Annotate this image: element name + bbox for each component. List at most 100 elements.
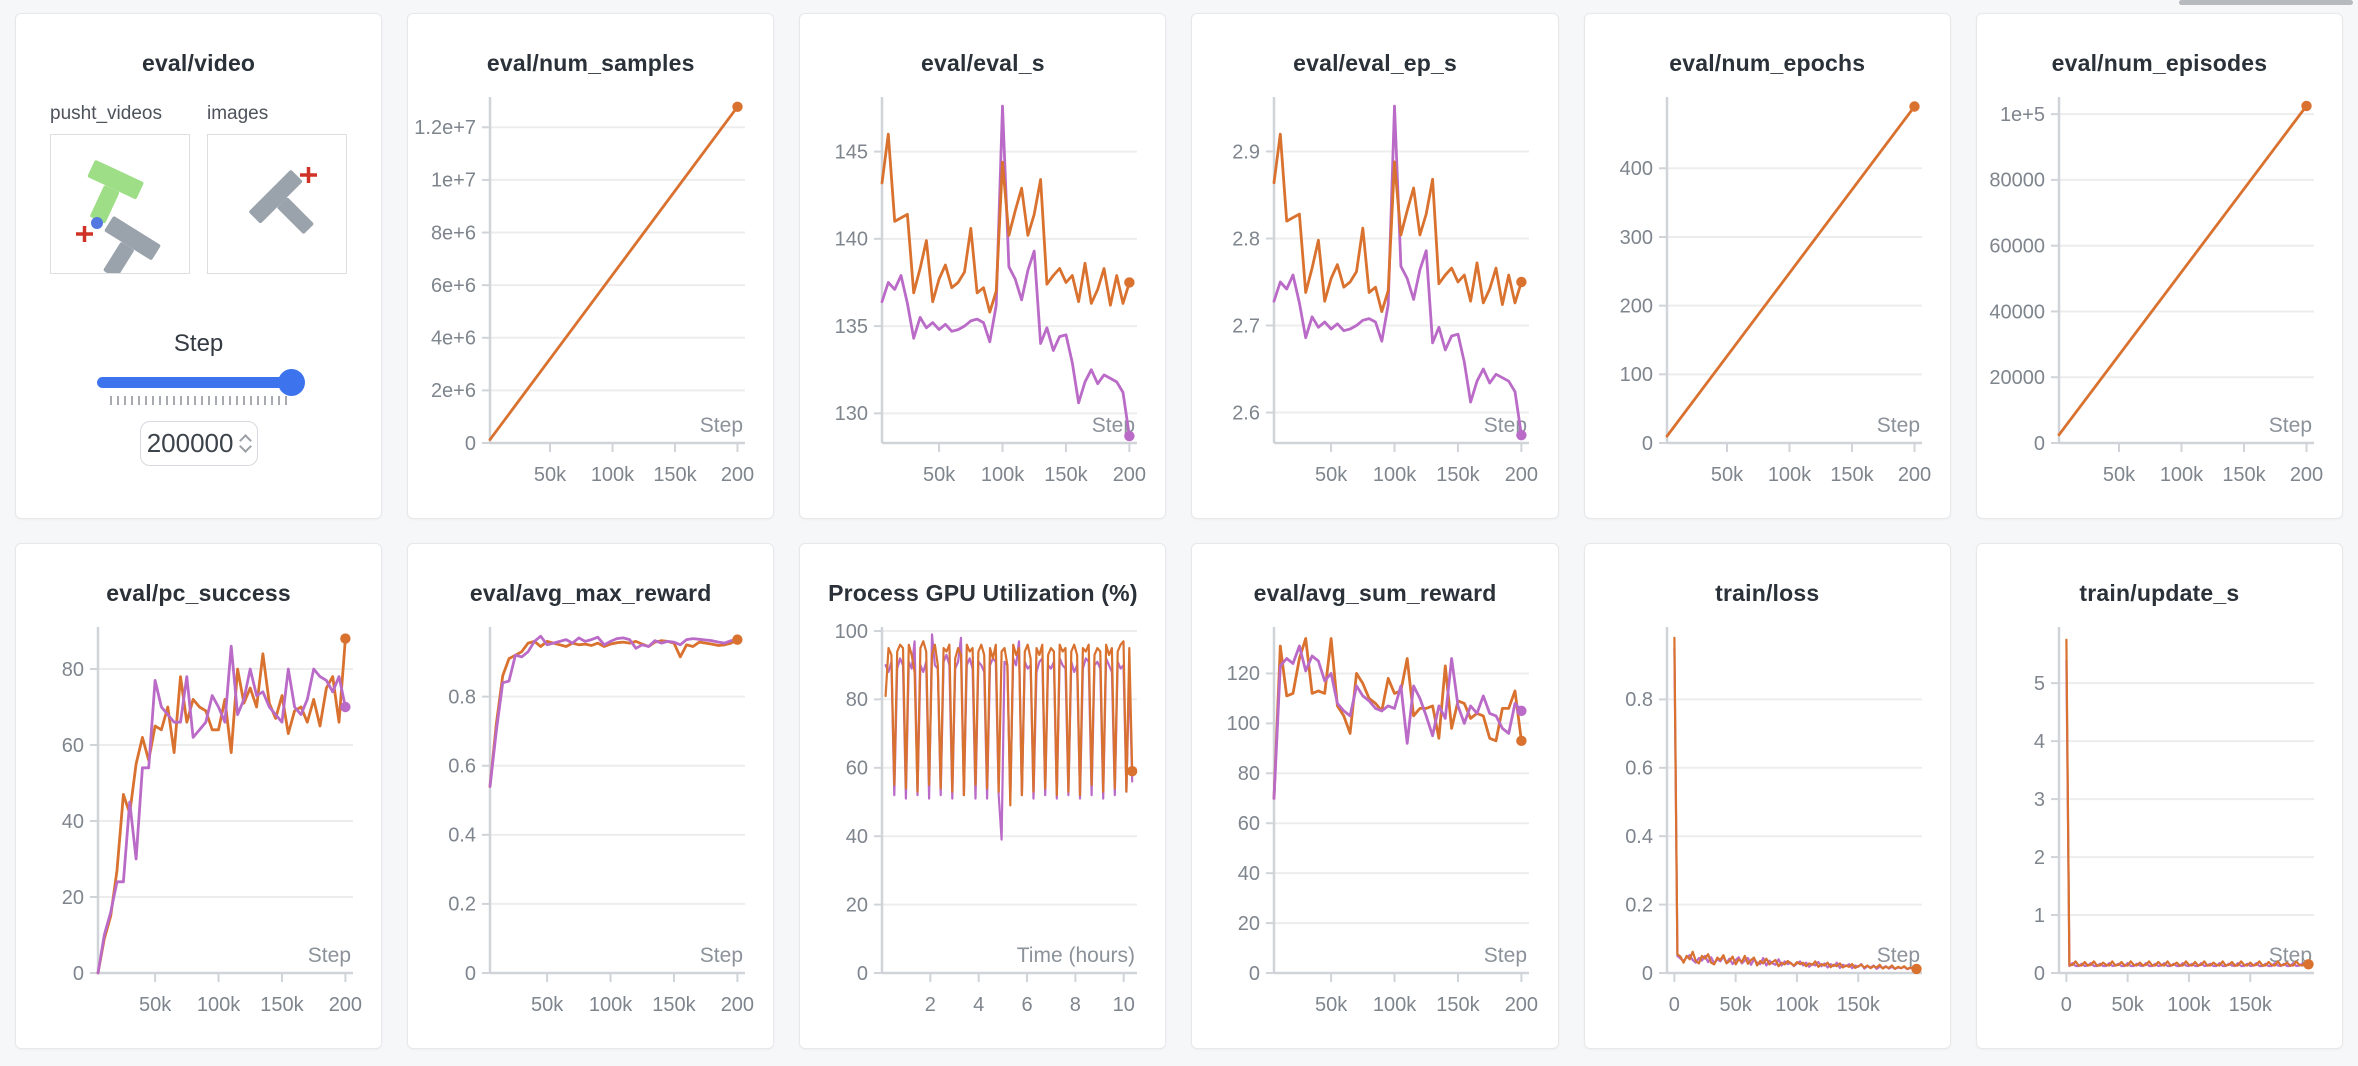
horizontal-scrollbar[interactable] xyxy=(2179,0,2353,5)
svg-text:Step: Step xyxy=(1484,414,1527,437)
svg-text:Time (hours): Time (hours) xyxy=(1017,944,1135,967)
svg-text:8e+6: 8e+6 xyxy=(431,222,476,244)
panel-train-loss: train/loss 0 0.2 0.4 0.6 0.8 0 50k 100k 150k Step xyxy=(1583,543,1951,1049)
svg-text:150k: 150k xyxy=(260,994,304,1016)
line-chart-eval-eval-ep-s[interactable]: 2.6 2.7 2.8 2.9 50k 100k 150k 200 Step xyxy=(1192,83,1558,503)
panel-eval-avg-sum-reward: eval/avg_sum_reward 0 20 40 60 80 100 120 50k 10… xyxy=(1191,543,1559,1049)
line-chart-train-loss[interactable]: 0 0.2 0.4 0.6 0.8 0 50k 100k 150k Step xyxy=(1585,613,1951,1033)
panel-eval-video: eval/video pusht_videos xyxy=(15,13,383,519)
svg-text:130: 130 xyxy=(835,403,868,425)
svg-text:50k: 50k xyxy=(139,994,172,1016)
svg-text:Step: Step xyxy=(1876,414,1919,437)
line-chart-eval-num-episodes[interactable]: 0 20000 40000 60000 80000 1e+5 50k 100k 150k 200 S… xyxy=(1977,83,2343,503)
media-label: pusht_videos xyxy=(50,103,162,124)
svg-text:100: 100 xyxy=(1619,364,1652,386)
media-thumbnail-pusht-videos[interactable] xyxy=(50,134,190,279)
svg-text:140: 140 xyxy=(835,229,868,251)
svg-text:400: 400 xyxy=(1619,158,1652,180)
panel-eval-avg-max-reward: eval/avg_max_reward 0 0.2 0.4 0.6 0.8 50k 100k… xyxy=(407,543,775,1049)
svg-text:50k: 50k xyxy=(1315,994,1348,1016)
svg-text:0: 0 xyxy=(465,963,476,985)
panel-eval-eval-s: eval/eval_s 130 135 140 145 50k 100k 150k 200 St… xyxy=(799,13,1167,519)
svg-text:0: 0 xyxy=(73,963,84,985)
line-chart-process-gpu-utilization[interactable]: 0 20 40 60 80 100 2 4 6 8 10 Time (hours) xyxy=(800,613,1166,1033)
svg-text:Step: Step xyxy=(700,944,743,967)
step-value[interactable]: 200000 xyxy=(146,428,234,458)
svg-text:0.2: 0.2 xyxy=(1625,894,1653,916)
svg-text:150k: 150k xyxy=(1830,464,1874,486)
media-thumbnail-images[interactable] xyxy=(207,134,347,274)
svg-text:150k: 150k xyxy=(1045,464,1089,486)
panel-title: eval/video xyxy=(141,50,256,76)
svg-text:100k: 100k xyxy=(1767,464,1811,486)
line-chart-train-update-s[interactable]: 0 1 2 3 4 5 0 50k 100k 150k Step xyxy=(1977,613,2343,1033)
svg-text:2.8: 2.8 xyxy=(1233,228,1261,250)
svg-text:40: 40 xyxy=(62,811,84,833)
svg-text:8: 8 xyxy=(1070,994,1081,1016)
media-pusht-videos: pusht_videos xyxy=(50,103,190,279)
svg-text:2: 2 xyxy=(2034,847,2045,869)
svg-text:200: 200 xyxy=(2290,464,2323,486)
svg-text:200: 200 xyxy=(721,994,754,1016)
svg-text:Step: Step xyxy=(700,414,743,437)
svg-text:50k: 50k xyxy=(531,994,564,1016)
svg-text:0.8: 0.8 xyxy=(1625,689,1653,711)
svg-text:20000: 20000 xyxy=(1989,367,2045,389)
step-slider[interactable] xyxy=(96,369,305,396)
media-images: images xyxy=(207,103,347,274)
svg-text:60000: 60000 xyxy=(1989,235,2045,257)
chart-title: train/loss xyxy=(1715,580,1820,606)
svg-text:50k: 50k xyxy=(1719,994,1752,1016)
svg-text:40000: 40000 xyxy=(1989,301,2045,323)
svg-text:135: 135 xyxy=(835,316,868,338)
svg-text:60: 60 xyxy=(1238,813,1260,835)
svg-text:100k: 100k xyxy=(981,464,1025,486)
svg-text:Step: Step xyxy=(1092,414,1135,437)
line-chart-eval-num-samples[interactable]: 0 2e+6 4e+6 6e+6 8e+6 1e+7 1.2e+7 50k 100k 150k 20… xyxy=(408,83,774,503)
line-chart-eval-avg-max-reward[interactable]: 0 0.2 0.4 0.6 0.8 50k 100k 150k 200 Step xyxy=(408,613,774,1033)
svg-text:1.2e+7: 1.2e+7 xyxy=(414,117,476,139)
chart-title: eval/avg_sum_reward xyxy=(1253,580,1497,606)
svg-text:200: 200 xyxy=(1113,464,1146,486)
svg-text:0: 0 xyxy=(1642,433,1653,455)
panel-eval-num-epochs: eval/num_epochs 0 100 200 300 400 50k 100k 150k… xyxy=(1583,13,1951,519)
svg-text:0: 0 xyxy=(2034,433,2045,455)
svg-text:Step: Step xyxy=(1876,944,1919,967)
svg-text:100k: 100k xyxy=(2167,994,2211,1016)
svg-text:Step: Step xyxy=(2269,944,2312,967)
svg-text:40: 40 xyxy=(1238,863,1260,885)
svg-text:4e+6: 4e+6 xyxy=(431,328,476,350)
svg-text:2.6: 2.6 xyxy=(1233,402,1261,424)
svg-text:Step: Step xyxy=(2269,414,2312,437)
slider-thumb[interactable] xyxy=(277,369,305,396)
svg-text:1: 1 xyxy=(2034,905,2045,927)
number-spinner[interactable] xyxy=(239,434,253,453)
line-chart-eval-num-epochs[interactable]: 0 100 200 300 400 50k 100k 150k 200 Step xyxy=(1585,83,1951,503)
step-slider-label: Step xyxy=(173,330,224,357)
line-chart-eval-eval-s[interactable]: 130 135 140 145 50k 100k 150k 200 Step xyxy=(800,83,1166,503)
goal-cross xyxy=(300,167,317,183)
svg-text:50k: 50k xyxy=(1315,464,1348,486)
step-number-input[interactable]: 200000 xyxy=(139,421,258,466)
svg-text:20: 20 xyxy=(846,894,868,916)
svg-text:80: 80 xyxy=(1238,763,1260,785)
svg-text:4: 4 xyxy=(2034,731,2045,753)
svg-text:60: 60 xyxy=(62,735,84,757)
svg-text:Step: Step xyxy=(1484,944,1527,967)
svg-text:0.6: 0.6 xyxy=(1625,758,1653,780)
svg-text:6e+6: 6e+6 xyxy=(431,275,476,297)
svg-text:100k: 100k xyxy=(591,464,635,486)
pusht-green-t-shape xyxy=(87,160,144,224)
svg-text:Step: Step xyxy=(308,944,351,967)
svg-text:40: 40 xyxy=(846,826,868,848)
line-chart-eval-avg-sum-reward[interactable]: 0 20 40 60 80 100 120 50k 100k 150k 200 Step xyxy=(1192,613,1558,1033)
svg-text:80: 80 xyxy=(846,689,868,711)
svg-text:2: 2 xyxy=(925,994,936,1016)
svg-text:50k: 50k xyxy=(534,464,567,486)
chart-title: eval/num_episodes xyxy=(2051,50,2268,76)
svg-text:145: 145 xyxy=(835,141,868,163)
line-chart-eval-pc-success[interactable]: 0 20 40 60 80 50k 100k 150k 200 Step xyxy=(16,613,382,1033)
images-gray-t-shape xyxy=(249,170,314,234)
slider-track[interactable] xyxy=(96,377,301,388)
